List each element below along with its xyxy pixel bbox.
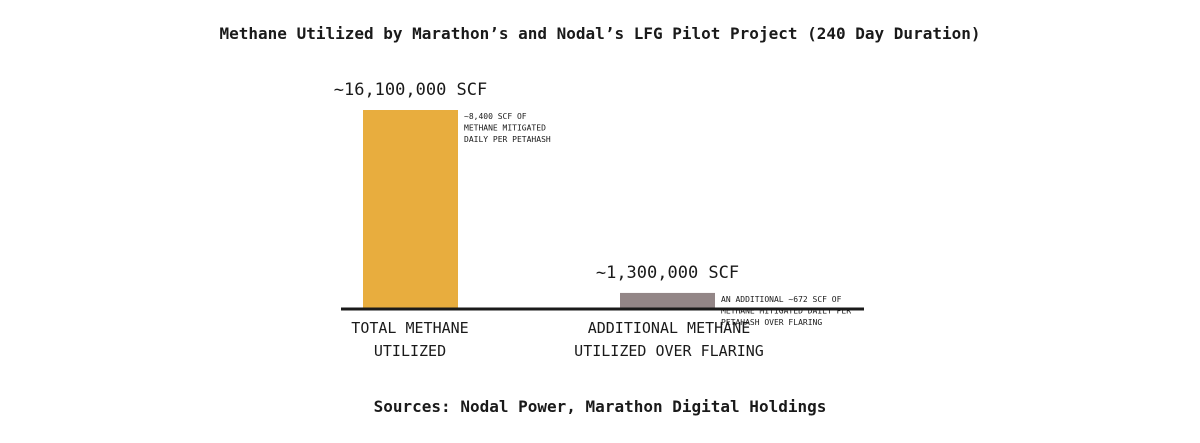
chart-source: Sources: Nodal Power, Marathon Digital H… [374,397,827,416]
bar-value-label-1: ~16,100,000 SCF [334,80,488,100]
chart-title: Methane Utilized by Marathon’s and Nodal… [220,24,981,43]
category-label-1-line-1: TOTAL METHANE [351,319,468,337]
category-label-1-line-2: UTILIZED [374,342,446,360]
category-label-2-line-1: ADDITIONAL METHANE [588,319,751,337]
bar-1 [363,110,458,309]
bar-2 [620,292,715,309]
bar-value-label-2: ~1,300,000 SCF [596,263,739,283]
annotation-2-line-3: PETAHASH OVER FLARING [721,318,822,327]
labels-layer: ~16,100,000 SCF TOTAL METHANE UTILIZED ~8,4… [334,80,851,360]
bars-layer [363,110,715,309]
annotation-2-line-1: AN ADDITIONAL ~672 SCF OF [721,295,842,304]
annotation-2-line-2: METHANE MITIGATED DAILY PER [721,306,851,315]
category-label-2-line-2: UTILIZED OVER FLARING [574,342,764,360]
annotation-1-line-3: DAILY PER PETAHASH [464,135,551,144]
annotation-1-line-2: METHANE MITIGATED [464,124,546,133]
annotation-1-line-1: ~8,400 SCF OF [464,112,527,121]
